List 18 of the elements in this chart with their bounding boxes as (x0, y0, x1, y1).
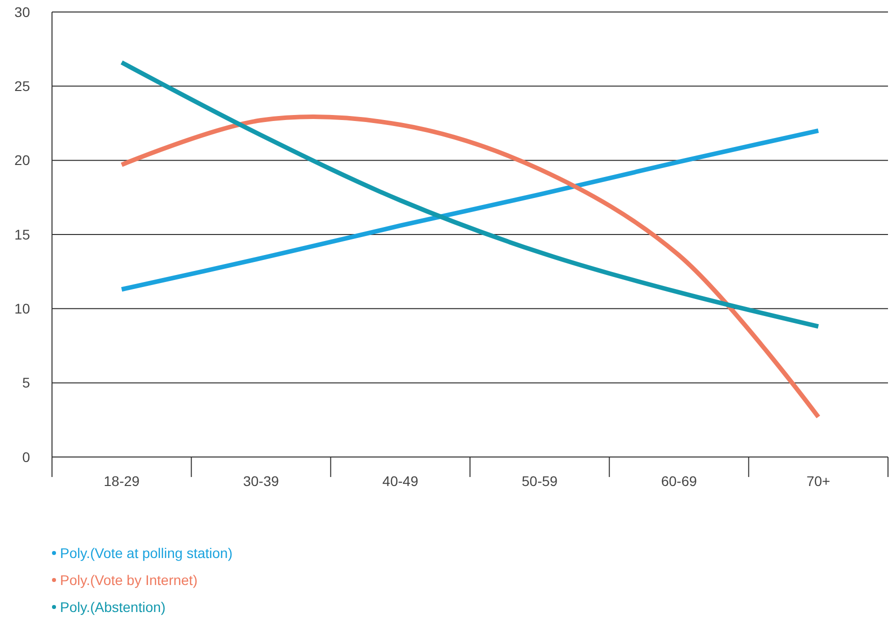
x-tick-label: 30-39 (243, 473, 280, 489)
x-tick-label: 60-69 (661, 473, 698, 489)
legend-label: Poly.(Vote by Internet) (60, 572, 198, 588)
x-tick-label: 18-29 (104, 473, 140, 489)
x-tick-label: 50-59 (522, 473, 558, 489)
legend-label: Poly.(Vote at polling station) (60, 545, 233, 561)
x-tick-label: 40-49 (382, 473, 418, 489)
line-series (119, 60, 821, 329)
y-tick-label: 15 (14, 226, 30, 242)
y-tick-label: 25 (14, 78, 30, 94)
y-tick-label: 30 (14, 4, 30, 20)
y-tick-label: 20 (14, 152, 30, 168)
y-tick-label: 0 (22, 448, 30, 465)
line-series (119, 128, 821, 292)
legend-label: Poly.(Abstention) (60, 599, 166, 615)
x-tick-label: 70+ (806, 473, 830, 489)
y-tick-label: 5 (22, 374, 30, 391)
y-tick-label: 10 (14, 300, 30, 317)
